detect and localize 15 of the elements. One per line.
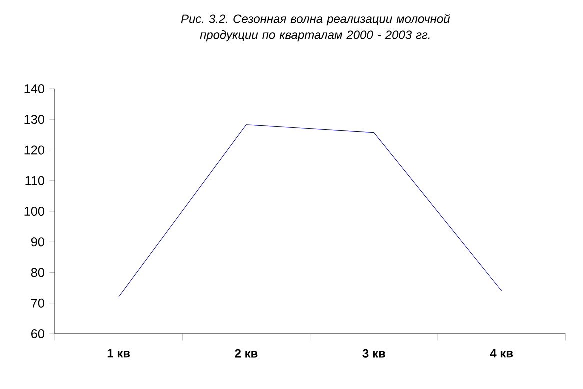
y-tick-label: 110 bbox=[26, 176, 44, 186]
x-tick-label: 1 кв bbox=[108, 349, 130, 358]
x-tick-label: 2 кв bbox=[235, 349, 258, 358]
x-tick-label: 3 кв bbox=[362, 349, 386, 358]
y-tick-label: 80 bbox=[31, 268, 44, 278]
line-series bbox=[118, 124, 502, 298]
y-tick-label: 60 bbox=[32, 330, 44, 338]
y-tick-label: 100 bbox=[24, 207, 44, 216]
chart-title: Рис. 3.2. Сезонная волна реализации молочной продукции по кварталам 2000 - 2003 гг. bbox=[181, 14, 450, 42]
y-tick-label: 140 bbox=[24, 84, 44, 94]
y-tick-label: 70 bbox=[32, 298, 44, 308]
y-tick-label: 90 bbox=[31, 238, 44, 247]
x-tick-label: 4 кв bbox=[490, 349, 514, 358]
y-tick-label: 130 bbox=[24, 115, 44, 124]
y-tick-label: 120 bbox=[24, 146, 44, 155]
